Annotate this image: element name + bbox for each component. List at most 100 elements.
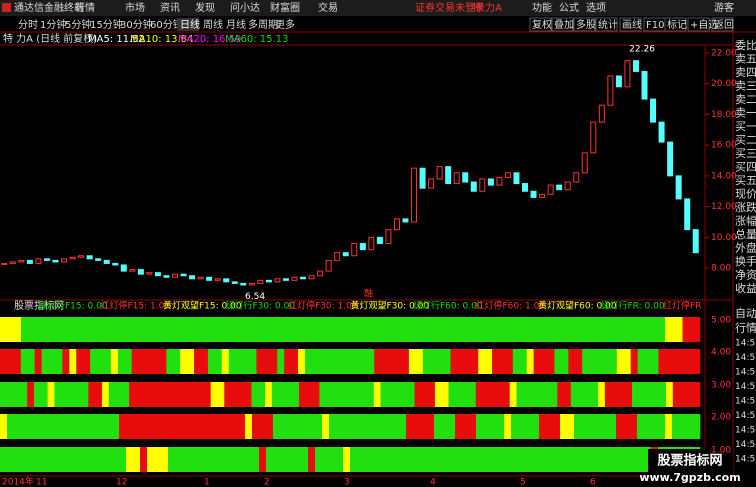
candle [18, 259, 25, 263]
candle [368, 236, 375, 251]
menu-bar [0, 0, 756, 16]
tool-button[interactable]: 多股 [576, 18, 596, 31]
period-tab[interactable]: 周线 [203, 18, 223, 31]
signal-segment [221, 349, 230, 374]
signal-segment [434, 414, 456, 439]
indicator-readout: 红灯停FR [663, 300, 701, 312]
login-status[interactable]: 证券交易未登录 [415, 1, 485, 14]
signal-segment [322, 414, 330, 439]
low-label: 6.54 [245, 292, 265, 302]
candle [675, 175, 682, 200]
signal-segment [108, 382, 130, 407]
menu-item[interactable]: 资讯 [160, 2, 180, 14]
period-tab[interactable]: 日线 [180, 18, 200, 31]
tool-button[interactable]: +自选 [690, 18, 718, 31]
candle [248, 282, 255, 286]
app-title: 通达信金融终端 [14, 1, 84, 14]
signal-segment [475, 382, 511, 407]
period-tab[interactable]: 分时 [18, 19, 38, 31]
signal-segment [194, 349, 209, 374]
signal-segment [147, 447, 169, 472]
candle [231, 281, 238, 284]
period-tab[interactable]: 15分钟 [90, 18, 123, 31]
ticker-field: 14:5 [735, 382, 755, 392]
candle [487, 178, 494, 186]
signal-segment [343, 447, 351, 472]
period-tab[interactable]: 月线 [226, 18, 246, 31]
period-tab[interactable]: 60分钟 [150, 18, 183, 31]
signal-segment [27, 382, 35, 407]
high-label: 22.26 [629, 44, 655, 54]
menu-item[interactable]: 问小达 [230, 1, 260, 14]
signal-segment [7, 414, 120, 439]
y-tick-label: 10.00 [711, 233, 737, 243]
menu-item[interactable]: 市场 [125, 1, 145, 14]
tool-button[interactable]: 标记 [667, 19, 687, 31]
signal-segment [47, 382, 55, 407]
period-tab[interactable]: 多周期 [248, 18, 278, 31]
candle [590, 121, 597, 154]
quote-field: 涨跌 [735, 200, 756, 214]
candle [223, 278, 230, 283]
signal-segment [126, 447, 141, 472]
tool-button[interactable]: 画线 [622, 18, 642, 31]
signal-segment [304, 349, 375, 374]
candle [573, 172, 580, 183]
signal-segment [90, 349, 112, 374]
candle [598, 104, 605, 123]
tool-button-bg [664, 17, 687, 32]
period-tab[interactable]: 5分钟 [65, 18, 91, 31]
quote-field: 卖五 [735, 53, 756, 66]
signal-segment [315, 447, 344, 472]
signal-segment [21, 317, 666, 342]
signal-segment [277, 349, 285, 374]
signal-segment [450, 349, 479, 374]
indicator-readout: 黄灯观望F60: 0.00 [538, 300, 617, 312]
menu-item[interactable]: 行情 [75, 1, 95, 14]
signal-segment [448, 382, 477, 407]
signal-segment [511, 414, 540, 439]
quote-field: 卖一 [735, 107, 756, 120]
menu-item[interactable]: 发现 [195, 1, 215, 14]
menu-right[interactable]: 功能 [532, 1, 552, 14]
menu-item[interactable]: 交易 [318, 1, 338, 14]
candle [163, 275, 170, 278]
signal-segment [582, 349, 618, 374]
signal-segment [319, 382, 375, 407]
menu-right[interactable]: 公式 [559, 1, 579, 14]
ticker-field: 14:5 [735, 426, 755, 436]
signal-segment [265, 382, 273, 407]
tool-button[interactable]: 叠加 [554, 19, 574, 31]
tool-button[interactable]: 统计 [598, 18, 618, 31]
candle [172, 273, 178, 278]
signal-segment [54, 382, 89, 407]
signal-segment [117, 349, 132, 374]
tool-button[interactable]: 返回 [714, 19, 734, 31]
period-tab[interactable]: 更多 [275, 18, 295, 31]
user[interactable]: 游客 [714, 1, 734, 14]
y-tick-label: 8.00 [711, 264, 731, 274]
candle [300, 276, 307, 280]
candle [214, 278, 221, 281]
menu-right[interactable]: 选项 [586, 1, 606, 14]
y-tick-label: 14.00 [711, 171, 737, 181]
signal-segment [284, 349, 299, 374]
period-tab[interactable]: 1分钟 [40, 18, 66, 31]
candle [61, 258, 68, 263]
tool-button[interactable]: 复权 [532, 18, 552, 31]
menu-item[interactable]: 财富圈 [270, 1, 300, 14]
signal-segment [533, 349, 555, 374]
quote-field: 委比 [735, 39, 756, 52]
candle [402, 218, 409, 223]
signal-segment [672, 414, 701, 439]
signal-segment [616, 349, 631, 374]
signal-segment [574, 414, 617, 439]
candle [513, 172, 520, 185]
watermark-bg [648, 449, 733, 487]
tool-button[interactable]: F10 [646, 20, 664, 31]
quote-field: 涨幅 [735, 215, 756, 228]
indicator-title: 股票指标网 [14, 299, 64, 312]
period-tab[interactable]: 30分钟 [120, 18, 153, 31]
candle [504, 172, 511, 178]
